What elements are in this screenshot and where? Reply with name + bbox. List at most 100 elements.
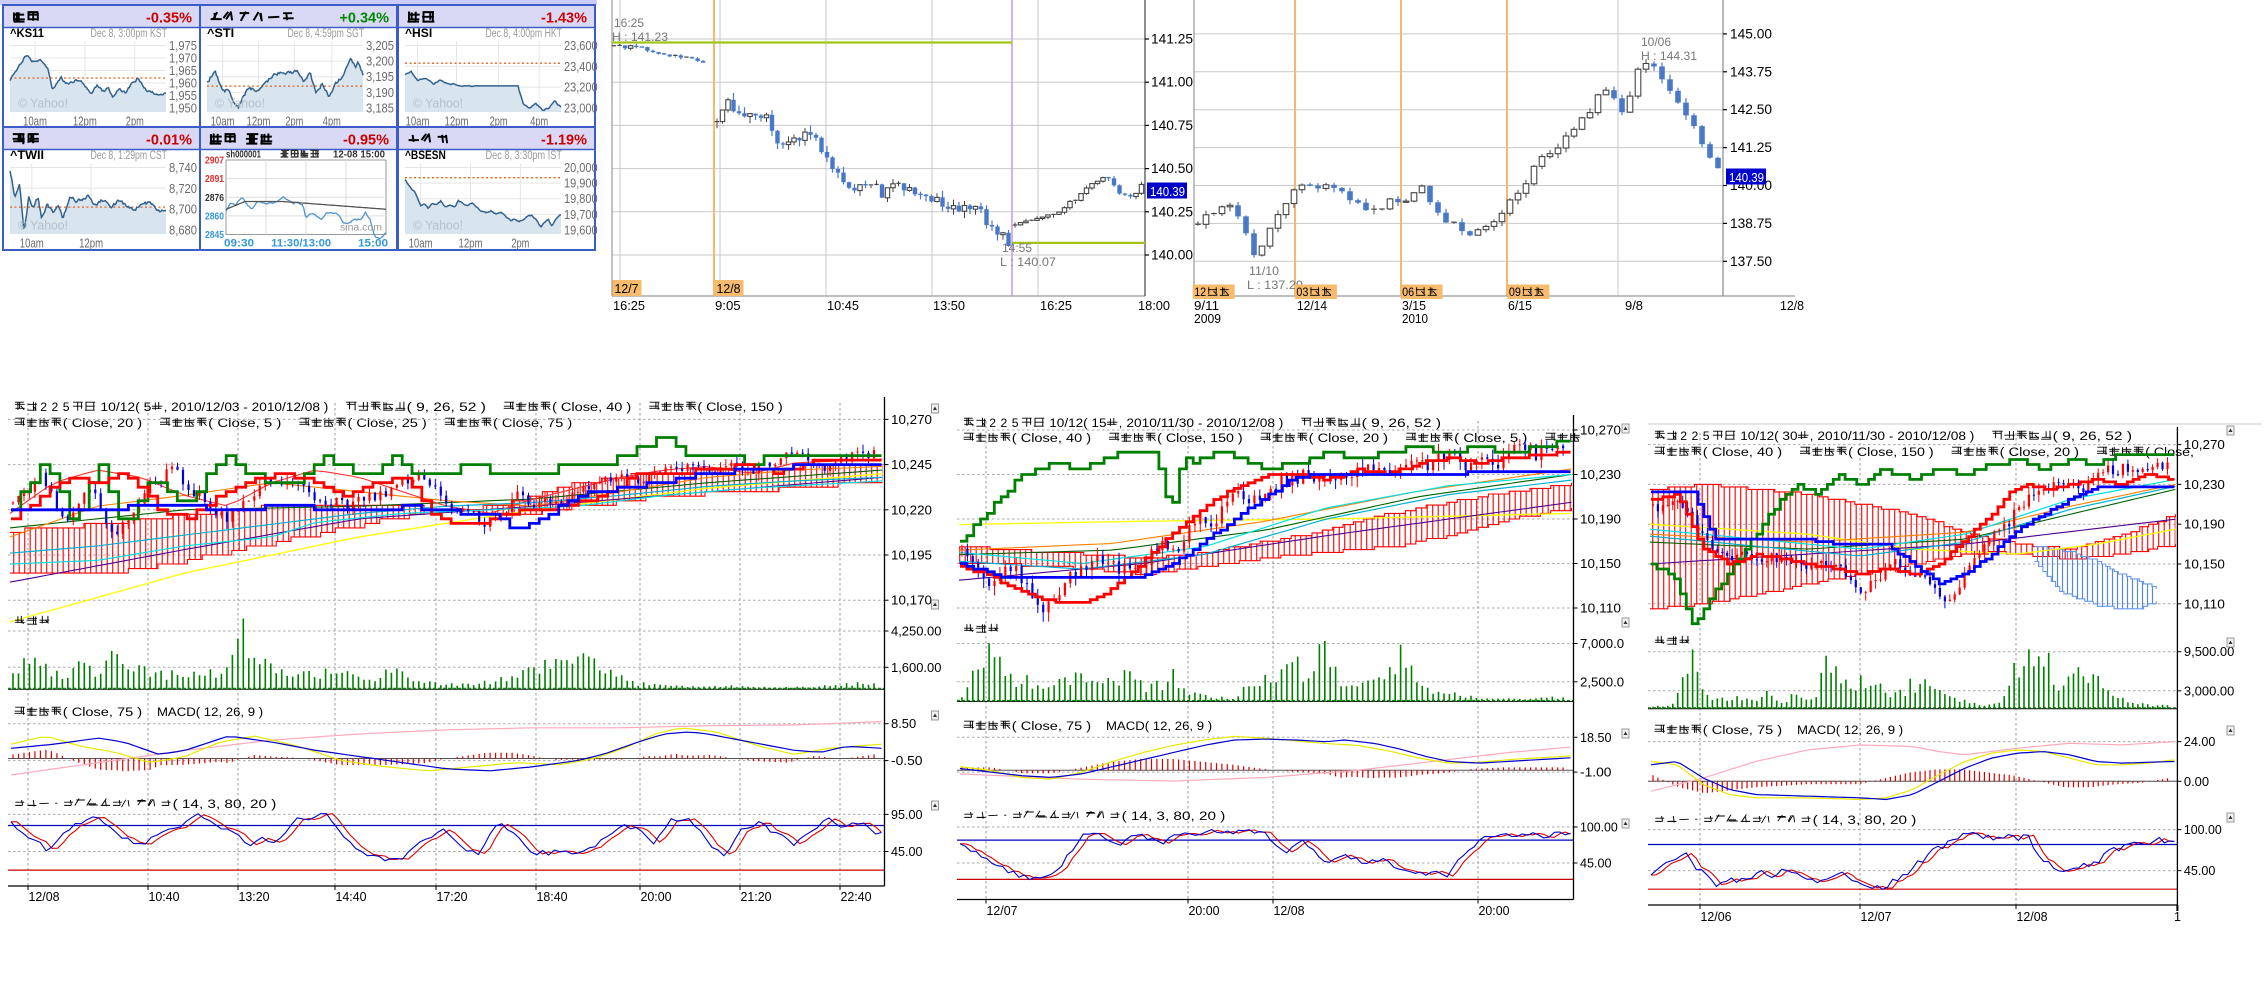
svg-text:12pm: 12pm	[79, 237, 103, 251]
svg-text:2009: 2009	[1194, 312, 1221, 326]
svg-text:© Yahoo!: © Yahoo!	[215, 97, 265, 111]
svg-text:( Close, 40 ): ( Close, 40 )	[1703, 445, 1782, 459]
svg-text:3,000.00: 3,000.00	[2184, 683, 2234, 698]
svg-text:4pm: 4pm	[323, 115, 341, 129]
svg-text:-1.43%: -1.43%	[541, 11, 587, 27]
svg-text:19,700: 19,700	[564, 208, 598, 222]
svg-text:10,230: 10,230	[1580, 467, 1621, 482]
svg-text:( Close, 40 ): ( Close, 40 )	[552, 400, 631, 414]
svg-text:10,190: 10,190	[1580, 512, 1621, 527]
svg-text:45.00: 45.00	[2184, 863, 2216, 878]
svg-text:3/15: 3/15	[1402, 299, 1426, 313]
svg-text:2010: 2010	[1402, 312, 1428, 326]
svg-text:10:40: 10:40	[149, 890, 180, 904]
svg-text:( 9, 26, 52 ): ( 9, 26, 52 )	[407, 400, 486, 414]
svg-text:16:25: 16:25	[1040, 298, 1072, 313]
svg-text:143.75: 143.75	[1730, 64, 1772, 79]
svg-text:( 9, 26, 52 ): ( 9, 26, 52 )	[1362, 416, 1441, 430]
svg-text:^TWII: ^TWII	[10, 148, 44, 162]
svg-text:12pm: 12pm	[445, 115, 469, 129]
svg-text:MACD( 12, 26, 9 ): MACD( 12, 26, 9 )	[153, 705, 263, 719]
svg-text:141.25: 141.25	[1730, 140, 1772, 155]
svg-text:( Close, 150 ): ( Close, 150 )	[697, 400, 782, 414]
svg-text:^HSI: ^HSI	[405, 26, 432, 40]
svg-text:, 2010/12/03 - 2010/12/08 ): , 2010/12/03 - 2010/12/08 )	[164, 400, 329, 414]
svg-text:-0.50: -0.50	[891, 753, 923, 768]
svg-text:( Close, 40 ): ( Close, 40 )	[1012, 431, 1091, 445]
svg-text:4,250.00: 4,250.00	[891, 624, 941, 639]
svg-text:10,230: 10,230	[2184, 477, 2225, 492]
svg-text:10/12( 15: 10/12( 15	[1046, 416, 1107, 430]
svg-text:8.50: 8.50	[891, 716, 916, 731]
svg-text:2845: 2845	[205, 229, 224, 241]
svg-text:( Close, 75 ): ( Close, 75 )	[1012, 719, 1091, 733]
svg-text:1,950: 1,950	[169, 102, 197, 116]
svg-text:2pm: 2pm	[126, 115, 144, 129]
svg-text:09:30: 09:30	[224, 238, 254, 250]
svg-text:MACD( 12, 26, 9 ): MACD( 12, 26, 9 )	[1793, 723, 1903, 737]
svg-text:19,600: 19,600	[564, 224, 598, 238]
svg-text:9,500.00: 9,500.00	[2184, 644, 2234, 659]
svg-text:3,205: 3,205	[366, 39, 394, 53]
svg-text:5: 5	[1703, 429, 1710, 443]
svg-text:12/14: 12/14	[1297, 299, 1327, 313]
svg-text:1,970: 1,970	[169, 52, 197, 66]
svg-text:12/07: 12/07	[987, 904, 1018, 918]
svg-text:, 2010/11/30 - 2010/12/08 ): , 2010/11/30 - 2010/12/08 )	[1810, 429, 1975, 443]
svg-text:2: 2	[1692, 429, 1699, 443]
svg-text:10am: 10am	[20, 237, 44, 251]
svg-text:140.50: 140.50	[1151, 161, 1193, 176]
svg-text:© Yahoo!: © Yahoo!	[18, 97, 68, 111]
svg-text:12pm: 12pm	[459, 237, 483, 251]
svg-text:7,000.0: 7,000.0	[1580, 636, 1624, 651]
svg-text:19,800: 19,800	[564, 192, 598, 206]
svg-text:2907: 2907	[205, 155, 224, 167]
svg-text:23,400: 23,400	[564, 60, 598, 74]
svg-text:137.50: 137.50	[1730, 254, 1772, 269]
svg-text:1,965: 1,965	[169, 64, 197, 78]
svg-text:23,600: 23,600	[564, 39, 598, 53]
svg-text:12: 12	[1194, 285, 1206, 299]
svg-text:14:55: 14:55	[1002, 241, 1032, 255]
svg-text:24.00: 24.00	[2184, 734, 2216, 749]
svg-text:MACD( 12, 26, 9 ): MACD( 12, 26, 9 )	[1102, 719, 1212, 733]
svg-text:© Yahoo!: © Yahoo!	[413, 219, 463, 233]
svg-text:10am: 10am	[211, 115, 235, 129]
svg-text:13:50: 13:50	[933, 298, 965, 313]
svg-text:© Yahoo!: © Yahoo!	[18, 219, 68, 233]
svg-text:45.00: 45.00	[891, 844, 923, 859]
svg-text:( Close, 20 ): ( Close, 20 )	[1309, 431, 1388, 445]
svg-text:3,185: 3,185	[366, 102, 394, 116]
svg-text:19,900: 19,900	[564, 177, 598, 191]
svg-text:-0.01%: -0.01%	[146, 133, 192, 149]
svg-text:Dec 8, 4:59pm SGT: Dec 8, 4:59pm SGT	[288, 28, 365, 40]
svg-text:1,960: 1,960	[169, 77, 197, 91]
svg-text:141.00: 141.00	[1151, 75, 1193, 90]
svg-text:10,270: 10,270	[1580, 423, 1621, 438]
svg-text:13:20: 13:20	[239, 890, 270, 904]
svg-text:sh000001: sh000001	[226, 150, 261, 161]
svg-text:1,600.00: 1,600.00	[891, 660, 941, 675]
svg-text:8,700: 8,700	[169, 203, 197, 217]
svg-text:1,955: 1,955	[169, 89, 197, 103]
svg-text:21:20: 21:20	[741, 890, 772, 904]
svg-text:( Close, 75 ): ( Close, 75 )	[63, 705, 142, 719]
svg-text:12pm: 12pm	[247, 115, 271, 129]
svg-text:( 14, 3, 80, 20 ): ( 14, 3, 80, 20 )	[1813, 813, 1917, 827]
svg-text:( Close, 5 ): ( Close, 5 )	[1454, 431, 1527, 445]
svg-text:2pm: 2pm	[511, 237, 529, 251]
svg-text:10am: 10am	[23, 115, 47, 129]
svg-text:12/08: 12/08	[1274, 904, 1305, 918]
svg-text:( Close, 75 ): ( Close, 75 )	[1703, 723, 1782, 737]
svg-text:10,190: 10,190	[2184, 517, 2225, 532]
svg-text:12/06: 12/06	[1701, 910, 1732, 924]
svg-text:-0.35%: -0.35%	[146, 11, 192, 27]
svg-text:Dec 8, 1:29pm CST: Dec 8, 1:29pm CST	[91, 150, 168, 162]
svg-text:( Close, 5 ): ( Close, 5 )	[208, 416, 281, 430]
svg-text:20:00: 20:00	[641, 890, 672, 904]
svg-text:-0.95%: -0.95%	[343, 133, 389, 149]
svg-text:140.39: 140.39	[1729, 171, 1764, 185]
svg-text:2pm: 2pm	[285, 115, 303, 129]
svg-text:2: 2	[1680, 429, 1687, 443]
svg-text:140.39: 140.39	[1150, 185, 1185, 199]
